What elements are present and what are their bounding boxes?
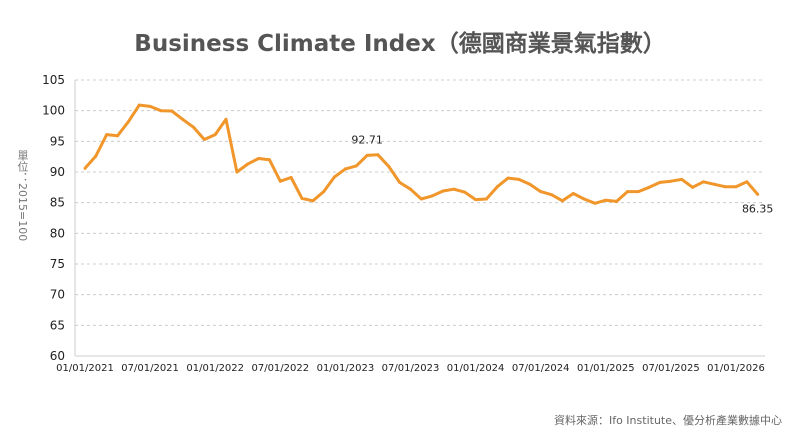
- data-point: [83, 166, 87, 170]
- data-point: [463, 190, 467, 194]
- x-tick-label: 01/01/2022: [186, 363, 244, 374]
- y-tick-label: 95: [50, 134, 65, 148]
- x-tick-label: 07/01/2023: [382, 363, 440, 374]
- x-tick-label: 01/01/2021: [56, 363, 114, 374]
- data-point: [452, 187, 456, 191]
- data-point: [387, 164, 391, 168]
- x-tick-label: 07/01/2021: [121, 363, 179, 374]
- y-tick-label: 65: [50, 318, 65, 332]
- data-point: [333, 175, 337, 179]
- data-point: [159, 109, 163, 113]
- data-point: [419, 197, 423, 201]
- x-tick-label: 01/01/2025: [577, 363, 635, 374]
- data-point: [170, 109, 174, 113]
- data-point: [734, 185, 738, 189]
- data-point: [365, 153, 369, 157]
- data-point: [658, 180, 662, 184]
- data-point: [430, 194, 434, 198]
- data-point: [213, 133, 217, 137]
- x-tick-label: 07/01/2022: [251, 363, 309, 374]
- data-point: [517, 177, 521, 181]
- data-point: [398, 180, 402, 184]
- x-tick-label: 07/01/2025: [642, 363, 700, 374]
- data-point: [192, 125, 195, 129]
- data-point: [484, 197, 488, 201]
- data-point: [343, 167, 347, 171]
- data-point: [441, 189, 445, 193]
- data-label: 92.71: [351, 133, 383, 146]
- data-point: [94, 154, 98, 158]
- data-point: [181, 117, 185, 121]
- data-point: [669, 179, 673, 183]
- data-point: [311, 199, 315, 203]
- data-point: [202, 137, 206, 141]
- data-point: [137, 103, 141, 107]
- y-tick-label: 70: [50, 288, 65, 302]
- y-tick-label: 75: [50, 257, 65, 271]
- y-tick-label: 100: [42, 104, 65, 118]
- data-point: [691, 185, 695, 189]
- y-tick-label: 90: [50, 165, 65, 179]
- data-point: [235, 170, 239, 174]
- data-point: [745, 180, 749, 184]
- data-point: [105, 133, 109, 137]
- y-tick-label: 80: [50, 226, 65, 240]
- data-point: [560, 199, 564, 203]
- data-point: [528, 182, 532, 186]
- x-tick-label: 01/01/2024: [447, 363, 505, 374]
- data-point: [582, 197, 586, 201]
- data-point: [148, 104, 152, 108]
- data-point: [680, 177, 684, 181]
- y-axis-label: 單位：2015=100: [16, 150, 29, 242]
- data-point: [300, 196, 304, 200]
- data-point: [701, 180, 705, 184]
- data-point: [506, 176, 510, 180]
- data-point: [756, 192, 760, 196]
- data-point: [550, 193, 554, 197]
- y-tick-label: 105: [42, 73, 65, 87]
- source-note: 資料來源：Ifo Institute、優分析產業數據中心: [553, 414, 782, 427]
- data-point: [636, 190, 640, 194]
- y-tick-label: 60: [50, 349, 65, 363]
- x-tick-label: 01/01/2026: [707, 363, 765, 374]
- data-point: [116, 134, 120, 138]
- data-point: [354, 164, 358, 168]
- data-point: [626, 190, 629, 194]
- data-point: [571, 191, 575, 195]
- data-point: [409, 187, 412, 191]
- data-point: [224, 117, 228, 121]
- data-point: [267, 158, 271, 162]
- series-line: [83, 103, 759, 205]
- y-tick-label: 85: [50, 196, 65, 210]
- data-point: [126, 120, 130, 124]
- data-label: 86.35: [742, 202, 774, 215]
- data-point: [278, 179, 282, 183]
- data-point: [289, 176, 293, 180]
- data-point: [246, 162, 250, 166]
- data-point: [539, 190, 543, 194]
- x-tick-label: 07/01/2024: [512, 363, 570, 374]
- data-point: [322, 190, 326, 194]
- data-point: [495, 185, 499, 189]
- x-tick-label: 01/01/2023: [317, 363, 375, 374]
- data-point: [712, 182, 716, 186]
- data-point: [257, 157, 261, 161]
- data-point: [376, 153, 380, 157]
- data-point: [615, 199, 619, 203]
- chart-title: Business Climate Index（德國商業景氣指數）: [134, 31, 666, 57]
- data-point: [474, 198, 478, 202]
- data-point: [723, 185, 727, 189]
- data-point: [604, 198, 608, 202]
- data-point: [593, 201, 597, 205]
- data-point: [647, 185, 651, 189]
